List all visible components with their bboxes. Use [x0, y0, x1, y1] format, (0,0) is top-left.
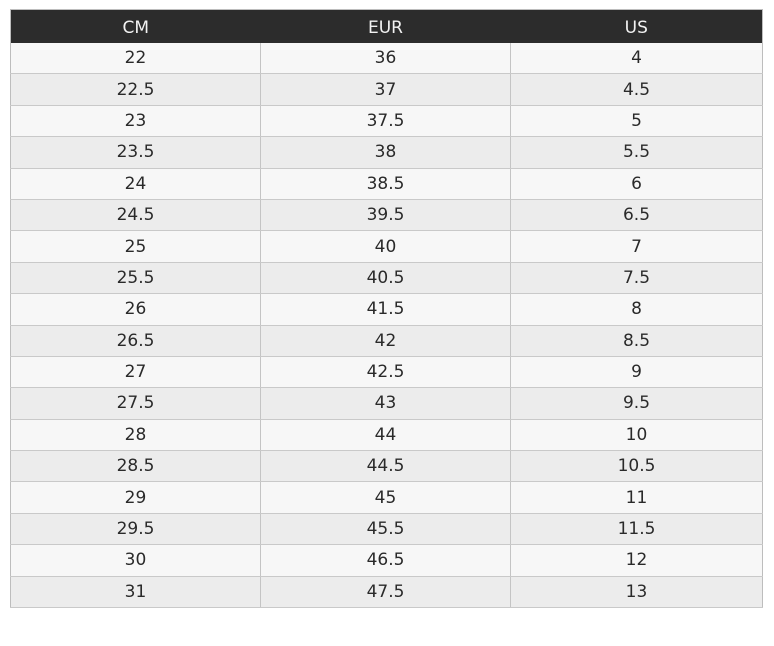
cell-eur: 42 — [260, 325, 511, 357]
cell-cm: 28 — [10, 419, 261, 452]
cell-eur: 38 — [260, 136, 511, 169]
cell-cm: 26 — [10, 293, 261, 326]
table-row: 26 41.5 8 — [10, 293, 763, 326]
cell-cm: 24.5 — [10, 199, 261, 232]
cell-cm: 23 — [10, 105, 261, 138]
table-row: 31 47.5 13 — [10, 576, 763, 609]
cell-cm: 29.5 — [10, 513, 261, 546]
table-row: 27.5 43 9.5 — [10, 387, 763, 420]
header-row: CM EUR US — [10, 9, 763, 43]
size-chart-table: CM EUR US 22 36 4 22.5 37 4.5 23 37.5 5 23.5 38 5.5… — [10, 9, 763, 609]
table-row: 28.5 44.5 10.5 — [10, 450, 763, 483]
table-row: 27 42.5 9 — [10, 356, 763, 389]
cell-eur: 37.5 — [260, 105, 511, 138]
cell-eur: 47.5 — [260, 576, 511, 609]
table-body: 22 36 4 22.5 37 4.5 23 37.5 5 23.5 38 5.5 24 38.5 6 24.… — [10, 42, 763, 609]
cell-eur: 41.5 — [260, 293, 511, 326]
table-row: 22 36 4 — [10, 42, 763, 75]
cell-eur: 42.5 — [260, 356, 511, 389]
cell-eur: 36 — [260, 42, 511, 75]
table-row: 28 44 10 — [10, 419, 763, 452]
table-row: 25.5 40.5 7.5 — [10, 262, 763, 295]
cell-eur: 44.5 — [260, 450, 511, 483]
cell-us: 12 — [510, 544, 763, 577]
cell-cm: 27 — [10, 356, 261, 389]
cell-us: 6 — [510, 168, 763, 200]
cell-eur: 45 — [260, 481, 511, 514]
cell-eur: 40.5 — [260, 262, 511, 295]
cell-cm: 29 — [10, 481, 261, 514]
cell-cm: 23.5 — [10, 136, 261, 169]
table-row: 24.5 39.5 6.5 — [10, 199, 763, 232]
cell-us: 4 — [510, 42, 763, 75]
cell-us: 8.5 — [510, 325, 763, 357]
cell-eur: 38.5 — [260, 168, 511, 200]
cell-eur: 37 — [260, 73, 511, 106]
cell-cm: 25.5 — [10, 262, 261, 295]
cell-us: 6.5 — [510, 199, 763, 232]
cell-eur: 45.5 — [260, 513, 511, 546]
header-eur: EUR — [260, 9, 511, 43]
cell-us: 8 — [510, 293, 763, 326]
cell-us: 5.5 — [510, 136, 763, 169]
cell-eur: 46.5 — [260, 544, 511, 577]
cell-cm: 30 — [10, 544, 261, 577]
cell-us: 5 — [510, 105, 763, 138]
cell-us: 11.5 — [510, 513, 763, 546]
table-row: 23 37.5 5 — [10, 105, 763, 138]
cell-cm: 28.5 — [10, 450, 261, 483]
table-row: 30 46.5 12 — [10, 544, 763, 577]
cell-cm: 22 — [10, 42, 261, 75]
header-us: US — [510, 9, 763, 43]
table-row: 29 45 11 — [10, 481, 763, 514]
cell-us: 11 — [510, 481, 763, 514]
cell-eur: 39.5 — [260, 199, 511, 232]
table-row: 22.5 37 4.5 — [10, 73, 763, 106]
cell-us: 4.5 — [510, 73, 763, 106]
cell-us: 9 — [510, 356, 763, 389]
cell-cm: 25 — [10, 230, 261, 263]
cell-us: 7.5 — [510, 262, 763, 295]
table-row: 24 38.5 6 — [10, 168, 763, 200]
cell-eur: 43 — [260, 387, 511, 420]
cell-cm: 27.5 — [10, 387, 261, 420]
cell-cm: 31 — [10, 576, 261, 609]
cell-us: 9.5 — [510, 387, 763, 420]
table-row: 23.5 38 5.5 — [10, 136, 763, 169]
cell-eur: 40 — [260, 230, 511, 263]
table-row: 29.5 45.5 11.5 — [10, 513, 763, 546]
table-row: 25 40 7 — [10, 230, 763, 263]
header-cm: CM — [10, 9, 261, 43]
cell-us: 10.5 — [510, 450, 763, 483]
table-row: 26.5 42 8.5 — [10, 325, 763, 357]
cell-cm: 22.5 — [10, 73, 261, 106]
cell-eur: 44 — [260, 419, 511, 452]
cell-cm: 26.5 — [10, 325, 261, 357]
cell-cm: 24 — [10, 168, 261, 200]
cell-us: 13 — [510, 576, 763, 609]
cell-us: 7 — [510, 230, 763, 263]
table-header: CM EUR US — [10, 9, 763, 43]
cell-us: 10 — [510, 419, 763, 452]
